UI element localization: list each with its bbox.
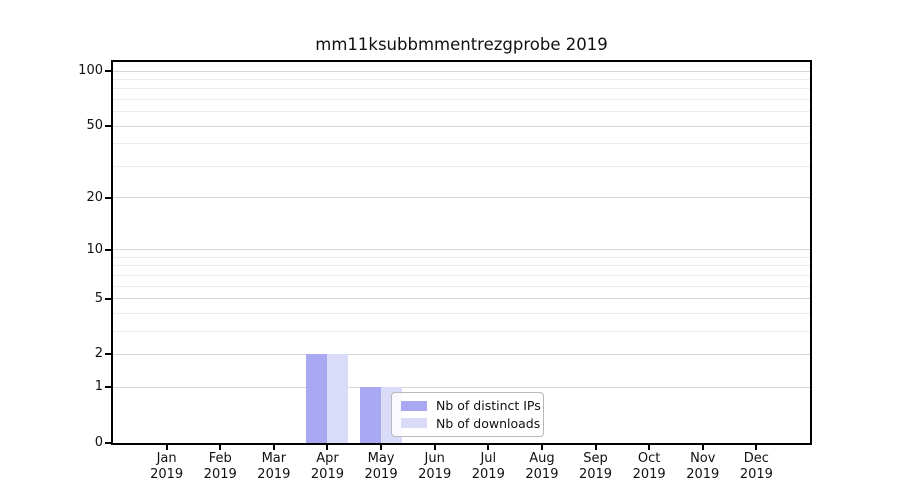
y-tick-mark — [105, 70, 111, 73]
x-tick-mark — [701, 445, 704, 450]
gridline-major — [113, 298, 810, 300]
gridline-minor — [113, 330, 810, 332]
x-tick-label-mar: Mar 2019 — [257, 451, 291, 482]
gridline-major — [113, 197, 810, 199]
chart-title: mm11ksubbmmentrezgprobe 2019 — [315, 35, 608, 54]
gridline-major — [113, 125, 810, 127]
y-tick-mark — [105, 386, 111, 389]
x-tick-label-jun: Jun 2019 — [418, 451, 452, 482]
gridline-minor — [113, 88, 810, 90]
y-tick-label: 2 — [94, 346, 103, 362]
gridline-major — [113, 386, 810, 388]
gridline-minor — [113, 111, 810, 113]
y-tick-label: 20 — [86, 189, 103, 205]
y-tick-mark — [105, 196, 111, 199]
y-tick-label: 1 — [94, 379, 103, 395]
legend-entry-distinct-ips: Nb of distinct IPs — [401, 398, 541, 413]
x-tick-label-jul: Jul 2019 — [471, 451, 505, 482]
x-tick-mark — [755, 445, 758, 450]
x-tick-label-dec: Dec 2019 — [739, 451, 773, 482]
y-tick-mark — [105, 248, 111, 251]
x-tick-mark — [380, 445, 383, 450]
gridline-minor — [113, 274, 810, 276]
bar-distinct-ips-apr — [306, 354, 328, 443]
y-tick-label: 50 — [86, 118, 103, 134]
x-tick-label-apr: Apr 2019 — [310, 451, 344, 482]
x-tick-label-feb: Feb 2019 — [203, 451, 237, 482]
bar-distinct-ips-may — [360, 387, 382, 443]
x-tick-mark — [272, 445, 275, 450]
x-tick-mark — [326, 445, 329, 450]
gridline-major — [113, 70, 810, 72]
y-tick-mark — [105, 297, 111, 300]
legend: Nb of distinct IPs Nb of downloads — [391, 392, 544, 437]
legend-swatch-distinct-ips-icon — [401, 400, 427, 411]
legend-label-downloads: Nb of downloads — [436, 415, 541, 431]
gridline-minor — [113, 285, 810, 287]
gridline-minor — [113, 312, 810, 314]
y-tick-label: 100 — [78, 63, 103, 79]
y-tick-mark — [105, 125, 111, 128]
x-tick-label-nov: Nov 2019 — [686, 451, 720, 482]
y-tick-label: 5 — [94, 290, 103, 306]
gridline-major — [113, 249, 810, 251]
y-tick-label: 10 — [86, 241, 103, 257]
gridline-minor — [113, 143, 810, 145]
x-tick-label-oct: Oct 2019 — [632, 451, 666, 482]
gridline-minor — [113, 98, 810, 100]
y-tick-mark — [105, 442, 111, 444]
y-tick-mark — [105, 353, 111, 356]
x-tick-mark — [487, 445, 490, 450]
gridline-minor — [113, 165, 810, 167]
legend-swatch-downloads-icon — [401, 418, 427, 429]
x-tick-label-may: May 2019 — [364, 451, 398, 482]
x-tick-mark — [594, 445, 597, 450]
plot-area — [111, 60, 812, 445]
x-tick-mark — [648, 445, 651, 450]
x-tick-label-aug: Aug 2019 — [525, 451, 559, 482]
x-tick-mark — [165, 445, 168, 450]
x-tick-label-sep: Sep 2019 — [578, 451, 613, 482]
bar-downloads-apr — [327, 354, 349, 443]
gridline-minor — [113, 265, 810, 267]
gridline-major — [113, 353, 810, 355]
legend-label-distinct-ips: Nb of distinct IPs — [436, 398, 541, 414]
x-tick-mark — [433, 445, 436, 450]
y-tick-label: 0 — [94, 435, 103, 450]
legend-entry-downloads: Nb of downloads — [401, 416, 540, 431]
gridline-minor — [113, 78, 810, 80]
x-tick-label-jan: Jan 2019 — [150, 451, 184, 482]
x-tick-mark — [219, 445, 222, 450]
gridline-minor — [113, 256, 810, 258]
x-tick-mark — [540, 445, 543, 450]
